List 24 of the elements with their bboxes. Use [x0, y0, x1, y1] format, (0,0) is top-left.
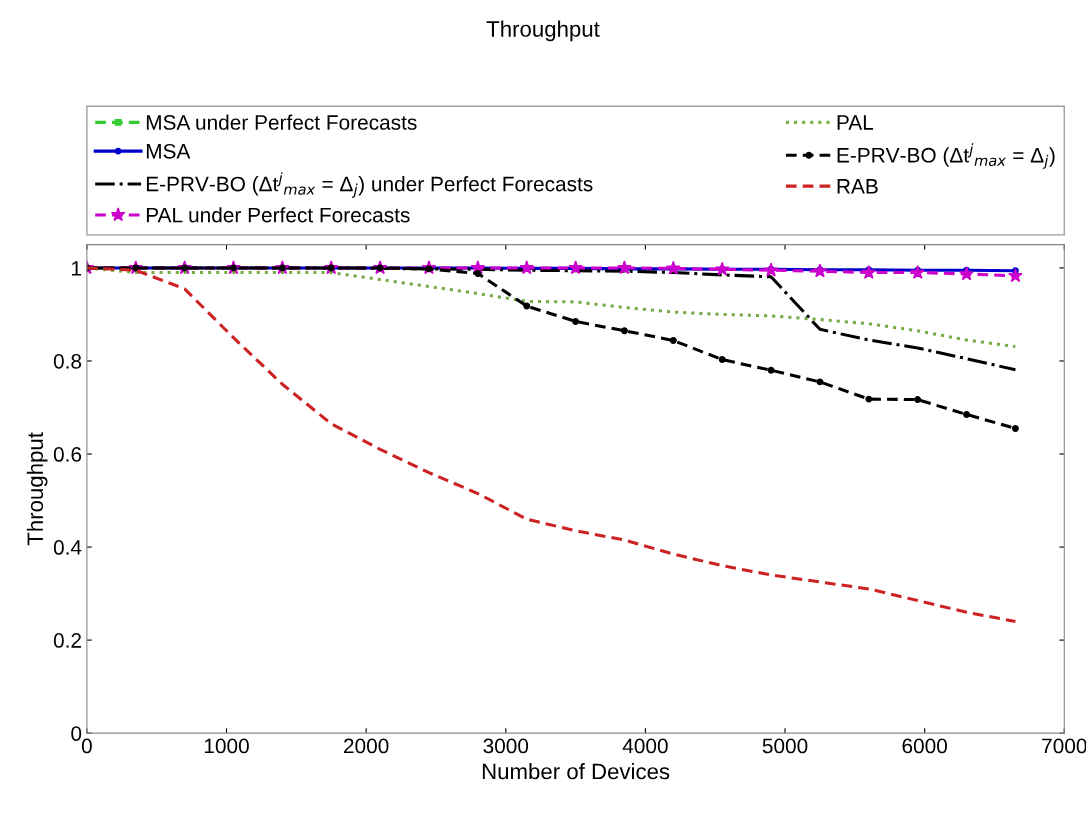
legend-label: PAL [837, 115, 874, 130]
x-tick-label: 0 [81, 738, 92, 754]
legend-label: MSA under Perfect Forecasts [146, 114, 417, 130]
y-tick-label: 0.4 [53, 540, 82, 555]
y-tick-label: 0.2 [53, 633, 81, 648]
y-tick-label: 1 [72, 261, 81, 276]
legend-label: E-PRV-BO (Δt$^{j}$$_{max}$ = Δ$_{j}$) [837, 143, 1055, 169]
legend-label: PAL under Perfect Forecasts [146, 207, 410, 223]
legend-label: E-PRV-BO (Δt$^{j}$$_{max}$ = Δ$_{j}$) under Perfect Forecasts [146, 172, 593, 198]
x-tick-label: 4000 [622, 738, 668, 754]
x-tick-label: 3000 [483, 738, 529, 754]
legend-label: RAB [837, 179, 878, 194]
x-tick-label: 7000 [1042, 738, 1086, 754]
x-tick-label: 1000 [204, 738, 249, 754]
x-tick-label: 5000 [762, 738, 808, 754]
x-tick-label: 2000 [344, 738, 389, 754]
x-tick-label: 6000 [902, 738, 948, 754]
y-tick-label: 0.6 [53, 447, 82, 462]
y-axis-title: Throughput [26, 432, 48, 546]
legend-label: MSA [146, 143, 191, 159]
y-tick-label: 0 [71, 726, 82, 741]
y-tick-label: 0.8 [53, 353, 82, 369]
x-axis-title: Number of Devices [482, 762, 670, 780]
chart-title: Throughput [486, 20, 600, 42]
